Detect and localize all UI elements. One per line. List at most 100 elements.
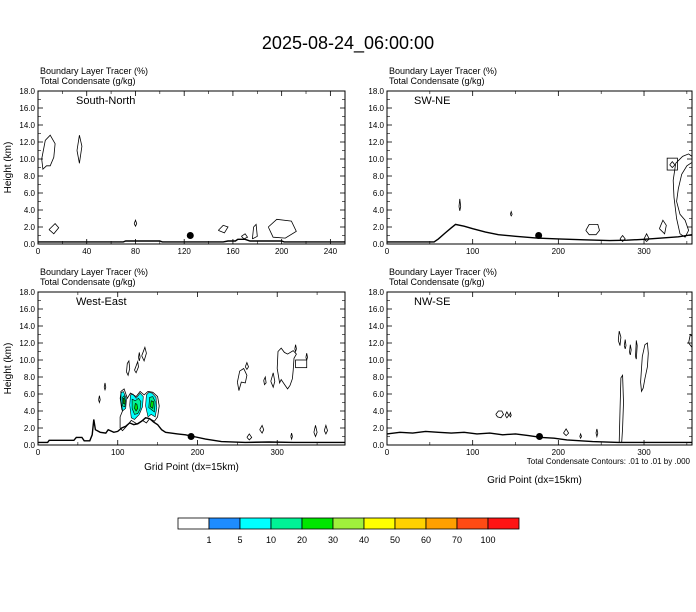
y-tick-label: 10.0 xyxy=(368,356,384,365)
panel-sw-ne: Boundary Layer Tracer (%)Total Condensat… xyxy=(368,66,693,256)
field-label: Boundary Layer Tracer (%) xyxy=(40,66,148,76)
contour-line xyxy=(618,374,624,443)
contour-line xyxy=(509,411,512,418)
contour-line xyxy=(76,135,83,164)
contour-line xyxy=(504,411,510,419)
colorbar-label: 20 xyxy=(297,535,307,545)
y-tick-label: 4.0 xyxy=(373,206,385,215)
contour-line xyxy=(313,425,318,438)
colorbar-swatch xyxy=(394,517,427,530)
contour-line xyxy=(585,224,600,236)
contour-line xyxy=(510,210,513,217)
field-label: Total Condensate (g/kg) xyxy=(389,277,485,287)
y-axis-label: Height (km) xyxy=(3,343,14,395)
x-tick-label: 40 xyxy=(82,247,91,256)
colorbar-label: 1 xyxy=(206,535,211,545)
colorbar-swatch xyxy=(239,517,272,530)
panel-name: NW-SE xyxy=(414,296,450,308)
y-tick-label: 8.0 xyxy=(24,172,36,181)
panel-name: SW-NE xyxy=(414,95,450,107)
contour-line xyxy=(495,410,504,419)
y-tick-label: 2.0 xyxy=(373,424,385,433)
y-tick-label: 18.0 xyxy=(368,288,384,297)
contour-line xyxy=(563,428,570,437)
field-label: Total Condensate (g/kg) xyxy=(40,277,136,287)
x-tick-label: 0 xyxy=(385,247,390,256)
y-tick-label: 16.0 xyxy=(19,305,35,314)
colorbar: 1 5 10 20 30 40 50 60 70 100 xyxy=(177,517,520,545)
contour-line xyxy=(669,160,676,169)
plot-frame xyxy=(37,90,346,245)
contour-line xyxy=(126,359,131,377)
field-label: Boundary Layer Tracer (%) xyxy=(389,267,497,277)
contour-line xyxy=(623,339,627,350)
x-tick-label: 100 xyxy=(111,448,125,457)
y-tick-label: 10.0 xyxy=(19,356,35,365)
x-tick-label: 160 xyxy=(226,247,240,256)
plot-frame xyxy=(386,90,693,245)
filled-region xyxy=(123,397,126,405)
y-tick-label: 0.0 xyxy=(373,240,385,249)
filled-region xyxy=(134,402,139,412)
colorbar-label: 40 xyxy=(359,535,369,545)
contour-line xyxy=(244,361,249,371)
x-tick-label: 200 xyxy=(191,448,205,457)
y-tick-label: 16.0 xyxy=(368,305,384,314)
contour-line xyxy=(241,233,249,240)
panel-south-north: Boundary Layer Tracer (%)Total Condensat… xyxy=(3,66,346,256)
contour-line xyxy=(141,345,147,363)
y-tick-label: 8.0 xyxy=(373,373,385,382)
y-tick-label: 12.0 xyxy=(368,138,384,147)
colorbar-swatch xyxy=(487,517,520,530)
x-tick-label: 80 xyxy=(131,247,140,256)
contour-line xyxy=(133,219,138,228)
contour-line xyxy=(635,340,638,360)
y-tick-label: 14.0 xyxy=(19,121,35,130)
field-label: Total Condensate (g/kg) xyxy=(40,76,136,86)
panel-name: South-North xyxy=(76,95,135,107)
x-tick-label: 300 xyxy=(271,448,285,457)
contour-line xyxy=(595,428,599,439)
panel-name: West-East xyxy=(76,296,127,308)
contour-line xyxy=(259,424,265,434)
x-tick-label: 0 xyxy=(385,448,390,457)
x-tick-label: 300 xyxy=(637,448,651,457)
contour-line xyxy=(643,232,650,242)
x-tick-label: 100 xyxy=(466,448,480,457)
contour-line xyxy=(305,353,308,362)
contour-line xyxy=(294,344,297,353)
terrain-line xyxy=(38,238,345,243)
contour-line xyxy=(48,223,60,235)
y-tick-label: 8.0 xyxy=(373,172,385,181)
colorbar-swatch xyxy=(270,517,303,530)
figure-title: 2025-08-24_06:00:00 xyxy=(262,33,434,54)
field-label: Total Condensate (g/kg) xyxy=(389,76,485,86)
y-tick-label: 10.0 xyxy=(19,155,35,164)
contour-line xyxy=(617,330,622,346)
colorbar-label: 100 xyxy=(480,535,495,545)
terrain-line xyxy=(387,430,692,444)
y-tick-label: 8.0 xyxy=(24,373,36,382)
y-tick-label: 0.0 xyxy=(24,240,36,249)
contour-line xyxy=(276,347,297,390)
contour-box xyxy=(666,157,678,171)
contour-line xyxy=(688,333,692,348)
field-label: Boundary Layer Tracer (%) xyxy=(40,267,148,277)
plot-frame xyxy=(386,291,693,446)
contour-line xyxy=(134,360,139,374)
filled-region xyxy=(150,400,154,409)
y-tick-label: 4.0 xyxy=(373,407,385,416)
x-axis-label: Grid Point (dx=15km) xyxy=(144,462,239,473)
colorbar-swatch xyxy=(301,517,334,530)
contour-line xyxy=(263,375,267,386)
contour-line xyxy=(252,223,258,240)
contour-line xyxy=(237,367,248,391)
location-marker xyxy=(536,433,543,440)
y-tick-label: 6.0 xyxy=(24,390,36,399)
y-tick-label: 18.0 xyxy=(19,87,35,96)
y-tick-label: 16.0 xyxy=(368,104,384,113)
colorbar-swatch xyxy=(456,517,489,530)
location-marker xyxy=(187,433,195,440)
location-marker xyxy=(535,232,543,239)
